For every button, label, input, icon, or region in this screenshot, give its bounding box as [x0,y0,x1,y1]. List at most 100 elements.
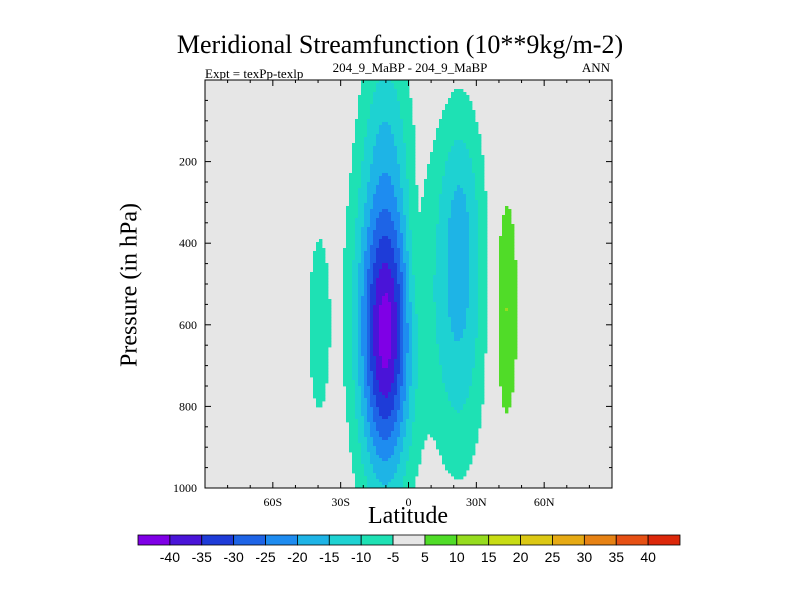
contour-cell [379,347,383,351]
contour-cell [409,212,413,216]
contour-cell [400,257,404,261]
contour-cell [382,104,386,108]
contour-cell [370,200,374,204]
contour-cell [463,242,467,246]
contour-cell [430,272,434,276]
contour-cell [472,329,476,333]
contour-cell [388,311,392,315]
contour-cell [397,185,401,189]
contour-cell [457,239,461,243]
contour-cell [385,212,389,216]
contour-cell [460,98,464,102]
contour-cell [391,287,395,291]
contour-cell [400,323,404,327]
contour-cell [451,98,455,102]
contour-cell [358,215,362,219]
contour-cell [424,320,428,324]
contour-cell [460,380,464,384]
contour-cell [361,329,365,333]
contour-cell [370,374,374,378]
contour-cell [451,152,455,156]
contour-cell [469,272,473,276]
contour-cell [472,224,476,228]
contour-cell [391,203,395,207]
contour-cell [322,347,326,351]
contour-cell [373,95,377,99]
contour-cell [421,365,425,369]
contour-cell [424,230,428,234]
contour-cell [451,338,455,342]
contour-cell [430,389,434,393]
contour-cell [478,356,482,360]
contour-cell [472,314,476,318]
contour-cell [478,209,482,213]
contour-cell [358,239,362,243]
contour-cell [358,365,362,369]
contour-cell [421,377,425,381]
contour-cell [499,251,503,255]
contour-cell [394,182,398,186]
contour-cell [325,314,329,318]
contour-cell [463,371,467,375]
contour-cell [382,134,386,138]
contour-cell [514,263,518,267]
contour-cell [481,293,485,297]
contour-cell [460,323,464,327]
contour-cell [430,362,434,366]
contour-cell [385,284,389,288]
contour-cell [376,170,380,174]
contour-cell [376,350,380,354]
contour-cell [508,317,512,321]
contour-cell [475,383,479,387]
contour-cell [409,344,413,348]
contour-cell [415,368,419,372]
contour-cell [463,251,467,255]
contour-cell [445,287,449,291]
contour-cell [439,308,443,312]
contour-cell [394,308,398,312]
contour-cell [367,266,371,270]
contour-cell [358,227,362,231]
contour-cell [412,386,416,390]
contour-cell [472,194,476,198]
contour-cell [385,371,389,375]
contour-cell [391,368,395,372]
contour-cell [319,260,323,264]
contour-cell [358,167,362,171]
contour-cell [388,332,392,336]
contour-cell [508,251,512,255]
contour-cell [388,329,392,333]
contour-cell [466,335,470,339]
contour-cell [499,335,503,339]
contour-cell [445,347,449,351]
contour-cell [412,362,416,366]
contour-cell [421,239,425,243]
contour-cell [451,311,455,315]
contour-cell [424,308,428,312]
contour-cell [454,245,458,249]
contour-cell [427,347,431,351]
contour-cell [472,176,476,180]
contour-cell [400,188,404,192]
contour-cell [469,329,473,333]
contour-cell [430,314,434,318]
contour-cell [406,143,410,147]
contour-cell [361,380,365,384]
contour-cell [430,371,434,375]
contour-cell [463,332,467,336]
contour-cell [481,221,485,225]
contour-cell [346,329,350,333]
contour-cell [433,320,437,324]
contour-cell [349,263,353,267]
contour-cell [397,368,401,372]
contour-cell [361,122,365,126]
contour-cell [391,290,395,294]
contour-cell [361,176,365,180]
contour-cell [484,329,488,333]
contour-cell [379,110,383,114]
contour-cell [463,383,467,387]
contour-cell [370,335,374,339]
contour-cell [355,278,359,282]
contour-cell [397,251,401,255]
contour-cell [361,320,365,324]
